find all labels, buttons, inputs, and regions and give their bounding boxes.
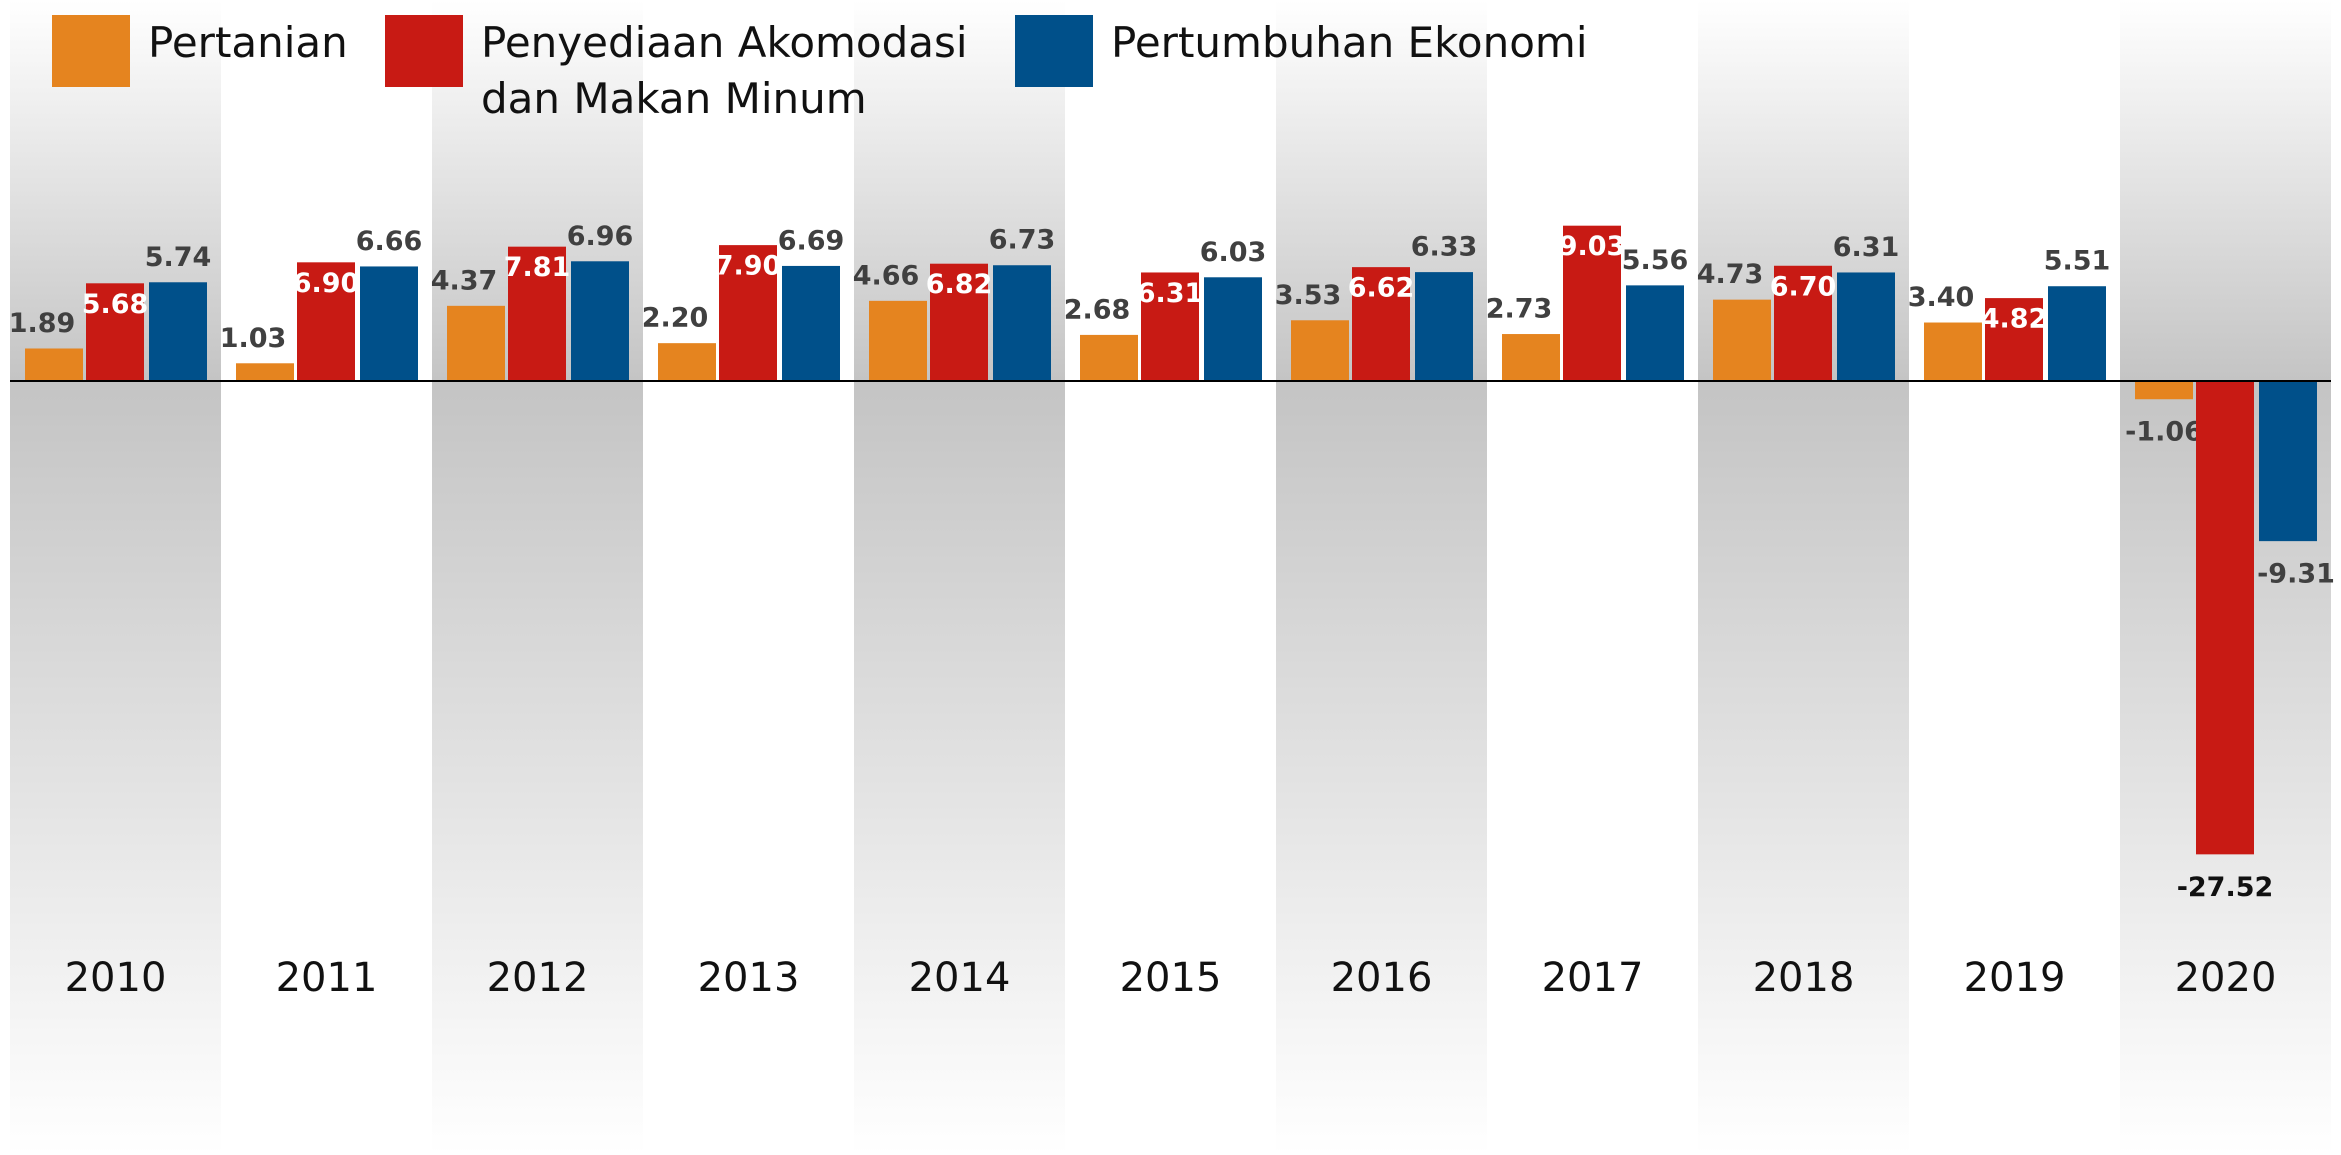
data-label: 1.03	[220, 323, 287, 354]
bar	[149, 282, 207, 381]
bar	[1774, 265, 1832, 381]
bar	[1141, 272, 1199, 381]
data-label: 6.62	[1348, 273, 1415, 304]
data-label: 2.68	[1064, 294, 1131, 325]
legend-label: Pertumbuhan Ekonomi	[1111, 18, 1588, 67]
x-tick-label: 2016	[1331, 955, 1433, 1001]
bar	[86, 283, 144, 381]
x-tick-label: 2020	[2175, 955, 2277, 1001]
bar	[2135, 381, 2193, 400]
bar	[236, 363, 294, 381]
data-label: 5.74	[145, 242, 212, 273]
bar	[1924, 322, 1982, 381]
data-label: 6.66	[356, 226, 423, 257]
data-label: 6.31	[1833, 232, 1900, 263]
data-label: 6.69	[778, 225, 845, 256]
data-label: 5.56	[1622, 245, 1689, 276]
x-tick-label: 2015	[1120, 955, 1222, 1001]
column-band	[10, 0, 221, 1155]
data-label: 3.40	[1908, 282, 1975, 313]
bar	[1080, 334, 1138, 381]
bar	[25, 348, 83, 381]
x-tick-label: 2011	[276, 955, 378, 1001]
bar	[719, 245, 777, 381]
bar	[297, 262, 355, 381]
data-label: 6.70	[1770, 271, 1837, 302]
data-label: 6.90	[293, 268, 360, 299]
bar	[360, 266, 418, 381]
data-label: -9.31	[2257, 559, 2335, 590]
data-label: 4.82	[1981, 304, 2048, 335]
data-label: 5.68	[82, 289, 149, 320]
bar	[2259, 381, 2317, 542]
data-label: 6.82	[926, 269, 993, 300]
x-tick-label: 2010	[65, 955, 167, 1001]
bar	[2196, 381, 2254, 855]
legend-swatch	[52, 15, 130, 87]
bar	[993, 265, 1051, 381]
legend-swatch	[385, 15, 463, 87]
data-label: 6.96	[567, 221, 634, 252]
bar	[1502, 334, 1560, 381]
column-band	[1276, 0, 1487, 1155]
data-label: 2.73	[1486, 294, 1553, 325]
bar	[447, 305, 505, 381]
bar	[1204, 277, 1262, 381]
data-label: 3.53	[1275, 280, 1342, 311]
bar	[1352, 267, 1410, 381]
bar	[1563, 225, 1621, 381]
data-label: 7.81	[504, 252, 571, 283]
data-label: 1.89	[9, 308, 76, 339]
legend-swatch	[1015, 15, 1093, 87]
data-label: 9.03	[1559, 231, 1626, 262]
x-tick-label: 2014	[909, 955, 1011, 1001]
x-tick-label: 2013	[698, 955, 800, 1001]
bar	[782, 265, 840, 381]
x-tick-label: 2018	[1753, 955, 1855, 1001]
legend-label: Pertanian	[148, 18, 348, 67]
data-label: 6.31	[1137, 278, 1204, 309]
bar	[1985, 298, 2043, 381]
legend-label: Penyediaan Akomodasi dan Makan Minum	[481, 18, 968, 123]
bar	[1415, 272, 1473, 381]
data-label: 7.90	[715, 251, 782, 282]
data-label: 4.73	[1697, 259, 1764, 290]
data-label: 5.51	[2044, 246, 2111, 277]
data-label: 6.33	[1411, 232, 1478, 263]
column-band	[432, 0, 643, 1155]
legend-item: Pertanian	[52, 15, 348, 87]
bar	[1626, 285, 1684, 381]
bar	[1291, 320, 1349, 381]
column-band	[854, 0, 1065, 1155]
bar	[1837, 272, 1895, 381]
data-label: 4.66	[853, 260, 920, 291]
data-label: -1.06	[2125, 417, 2203, 448]
data-label: 6.03	[1200, 237, 1267, 268]
bar	[869, 300, 927, 381]
bar	[930, 263, 988, 381]
legend-item: Penyediaan Akomodasi dan Makan Minum	[385, 15, 1021, 127]
data-label: 6.73	[989, 225, 1056, 256]
column-band	[1698, 0, 1909, 1155]
bar	[658, 343, 716, 381]
bar	[1713, 299, 1771, 381]
x-tick-label: 2017	[1542, 955, 1644, 1001]
x-tick-label: 2019	[1964, 955, 2066, 1001]
bar	[571, 261, 629, 381]
data-label: -27.52	[2177, 872, 2274, 903]
bar	[2048, 286, 2106, 381]
legend-item: Pertumbuhan Ekonomi	[1015, 15, 1588, 87]
data-label: 2.20	[642, 303, 709, 334]
bar	[508, 246, 566, 381]
data-label: 4.37	[431, 265, 498, 296]
x-tick-label: 2012	[487, 955, 589, 1001]
